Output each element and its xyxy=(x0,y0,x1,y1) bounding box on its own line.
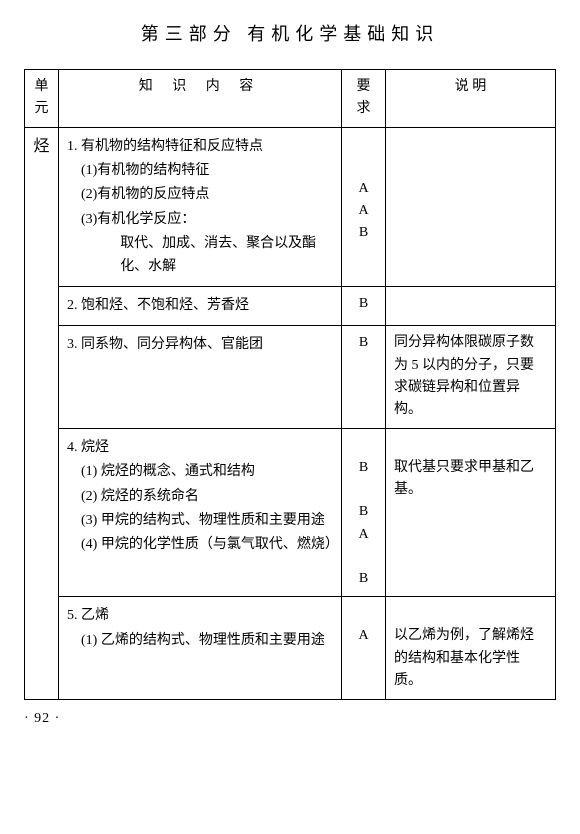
desc-cell: 取代基只要求甲基和乙基。 xyxy=(386,428,556,597)
col-desc: 说 明 xyxy=(386,69,556,127)
content-heading: 3. 同系物、同分异构体、官能团 xyxy=(67,334,333,356)
req-cell: B xyxy=(342,326,386,429)
table-header-row: 单元 知 识 内 容 要求 说 明 xyxy=(25,69,556,127)
content-cell: 4. 烷烃 (1) 烷烃的概念、通式和结构 (2) 烷烃的系统命名 (3) 甲烷… xyxy=(59,428,342,597)
req-val: A xyxy=(350,200,377,222)
content-cell: 2. 饱和烃、不饱和烃、芳香烃 xyxy=(59,286,342,325)
content-heading: 5. 乙烯 xyxy=(67,605,333,627)
col-unit: 单元 xyxy=(25,69,59,127)
section-title: 第三部分 有机化学基础知识 xyxy=(24,20,556,49)
table-row: 5. 乙烯 (1) 乙烯的结构式、物理性质和主要用途 A 以乙烯为例，了解烯烃的… xyxy=(25,597,556,699)
req-val: B xyxy=(350,501,377,523)
content-detail: 取代、加成、消去、聚合以及酯化、水解 xyxy=(101,233,333,278)
content-cell: 3. 同系物、同分异构体、官能团 xyxy=(59,326,342,429)
content-heading: 2. 饱和烃、不饱和烃、芳香烃 xyxy=(67,295,333,317)
desc-cell xyxy=(386,127,556,286)
content-sub: (1)有机物的结构特征 xyxy=(81,160,333,182)
syllabus-table: 单元 知 识 内 容 要求 说 明 烃 1. 有机物的结构特征和反应特点 (1)… xyxy=(24,69,556,700)
req-cell: A A B xyxy=(342,127,386,286)
content-heading: 4. 烷烃 xyxy=(67,437,333,459)
content-sub: (2)有机物的反应特点 xyxy=(81,184,333,206)
req-val: B xyxy=(350,222,377,244)
content-sub: (1) 烷烃的概念、通式和结构 xyxy=(81,461,333,483)
page-number: · 92 · xyxy=(24,708,556,730)
req-val: A xyxy=(350,524,377,546)
desc-cell: 以乙烯为例，了解烯烃的结构和基本化学性质。 xyxy=(386,597,556,699)
req-val: B xyxy=(350,568,377,590)
content-sub: (3)有机化学反应： xyxy=(81,209,333,231)
req-val: B xyxy=(350,457,377,479)
table-row: 4. 烷烃 (1) 烷烃的概念、通式和结构 (2) 烷烃的系统命名 (3) 甲烷… xyxy=(25,428,556,597)
req-val: A xyxy=(350,625,377,647)
desc-cell: 同分异构体限碳原子数为 5 以内的分子，只要求碳链异构和位置异构。 xyxy=(386,326,556,429)
content-sub: (2) 烷烃的系统命名 xyxy=(81,486,333,508)
table-row: 烃 1. 有机物的结构特征和反应特点 (1)有机物的结构特征 (2)有机物的反应… xyxy=(25,127,556,286)
content-sub: (3) 甲烷的结构式、物理性质和主要用途 xyxy=(81,510,333,532)
unit-cell: 烃 xyxy=(25,127,59,699)
content-sub: (4) 甲烷的化学性质（与氯气取代、燃烧） xyxy=(81,534,333,556)
col-content: 知 识 内 容 xyxy=(59,69,342,127)
col-req: 要求 xyxy=(342,69,386,127)
req-cell: A xyxy=(342,597,386,699)
content-sub: (1) 乙烯的结构式、物理性质和主要用途 xyxy=(81,630,333,652)
desc-text: 以乙烯为例，了解烯烃的结构和基本化学性质。 xyxy=(394,625,547,692)
content-cell: 5. 乙烯 (1) 乙烯的结构式、物理性质和主要用途 xyxy=(59,597,342,699)
req-cell: B xyxy=(342,286,386,325)
req-cell: B B A B xyxy=(342,428,386,597)
desc-text: 取代基只要求甲基和乙基。 xyxy=(394,457,547,502)
content-cell: 1. 有机物的结构特征和反应特点 (1)有机物的结构特征 (2)有机物的反应特点… xyxy=(59,127,342,286)
content-heading: 1. 有机物的结构特征和反应特点 xyxy=(67,136,333,158)
desc-cell xyxy=(386,286,556,325)
table-row: 3. 同系物、同分异构体、官能团 B 同分异构体限碳原子数为 5 以内的分子，只… xyxy=(25,326,556,429)
table-row: 2. 饱和烃、不饱和烃、芳香烃 B xyxy=(25,286,556,325)
req-val: A xyxy=(350,178,377,200)
